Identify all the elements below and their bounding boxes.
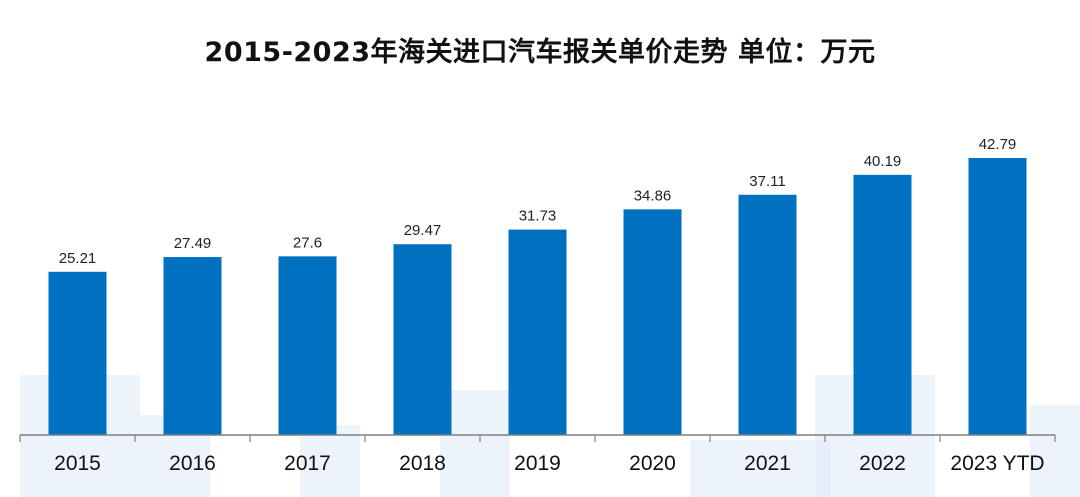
bar-2022 [853, 174, 912, 435]
chart-title: 2015-2023年海关进口汽车报关单价走势 单位：万元 [204, 37, 876, 68]
data-label: 25.21 [59, 250, 97, 267]
bar-2021 [738, 194, 797, 435]
x-axis-ticks: 2015 2016 2017 2018 2019 2020 2021 2022 2023 YTD [19, 435, 1056, 475]
background-watermark [20, 375, 1080, 497]
data-label: 31.73 [519, 208, 557, 225]
x-tick-label: 2023 YTD [950, 452, 1044, 475]
bar-2016 [163, 257, 222, 435]
bar-2020 [623, 209, 682, 435]
bars-layer: 25.21 27.49 27.6 29.47 31.73 34.86 37.11 40.19 4… [48, 136, 1027, 435]
bar-2019 [508, 229, 567, 435]
data-label: 27.49 [174, 235, 212, 252]
bar-2015 [48, 271, 107, 435]
x-tick-label: 2015 [54, 452, 101, 475]
x-tick-label: 2021 [744, 452, 791, 475]
bar-2018 [393, 244, 452, 435]
data-label: 37.11 [749, 173, 785, 190]
data-label: 40.19 [864, 153, 902, 170]
data-label: 34.86 [634, 187, 672, 204]
x-tick-label: 2022 [859, 452, 906, 475]
x-tick-label: 2019 [514, 452, 561, 475]
bar-2023-ytd [968, 158, 1027, 435]
x-tick-label: 2020 [629, 452, 676, 475]
data-label: 29.47 [404, 222, 442, 239]
data-label: 27.6 [293, 234, 322, 251]
x-tick-label: 2017 [284, 452, 331, 475]
data-label: 42.79 [979, 136, 1017, 153]
x-tick-label: 2018 [399, 452, 446, 475]
x-tick-label: 2016 [169, 452, 216, 475]
bar-2017 [278, 256, 337, 435]
